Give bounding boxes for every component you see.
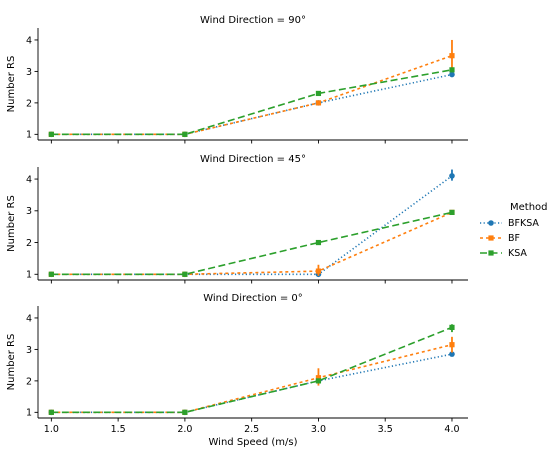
series-bfksa [48,169,455,278]
series-line-bfksa [51,175,453,276]
data-point [315,100,322,106]
data-point [449,53,455,59]
data-point [449,71,455,78]
data-point [48,409,54,415]
series-bfksa [48,351,455,416]
y-tick-label: 1 [26,130,32,141]
x-tick-label: 3.0 [311,424,326,435]
y-tick-label: 2 [26,238,32,249]
series-line-bf [51,343,453,414]
y-tick-label: 1 [26,270,32,281]
data-point [449,351,455,357]
series-ksa [48,209,455,277]
series-bfksa [48,71,455,138]
legend-label: BF [508,233,520,244]
data-point [315,90,322,97]
y-tick-label: 3 [26,67,32,78]
y-axis-label: Number RS [6,56,17,113]
legend-entry-bf: BF [480,233,520,244]
legend-title: Method [510,202,548,213]
data-point [182,131,188,137]
series-ksa [48,67,455,137]
legend-entry-bfksa: BFKSA [480,218,539,229]
x-tick-label: 4.0 [444,424,459,435]
data-point [449,67,455,73]
data-point [182,409,188,415]
data-point [315,239,322,246]
series-line-ksa [51,326,453,414]
legend-marker [488,235,494,241]
series-line-ksa [51,211,453,276]
y-tick-label: 4 [26,174,32,185]
panel-2: Wind Direction = 45° 1 2 3 4 Number RS [6,154,468,284]
panel-3: Wind Direction = 0° 1 2 3 4 1.0 1.5 2.0 2.5 3.0 3.… [6,293,468,448]
series-line-bf [51,54,453,136]
x-tick-label: 2.0 [177,424,192,435]
y-axis-label: Number RS [6,195,17,252]
data-point [449,209,455,215]
y-tick-label: 3 [26,206,32,217]
y-tick-label: 4 [26,35,32,46]
panel-title: Wind Direction = 90° [200,15,306,26]
panel-1: Wind Direction = 90° 1 2 3 4 Number RS [6,15,468,144]
data-point [449,324,455,330]
x-tick-label: 3.5 [378,424,393,435]
data-point [48,271,54,277]
data-point [449,173,455,179]
legend-entry-ksa: KSA [480,248,527,259]
data-point [48,131,54,137]
y-tick-label: 2 [26,376,32,387]
x-tick-label: 2.5 [244,424,259,435]
series-bf [48,39,455,137]
y-tick-label: 3 [26,345,32,356]
panel-title: Wind Direction = 45° [200,154,306,165]
series-bf [48,336,455,415]
series-line-bf [51,211,453,276]
y-tick-label: 4 [26,313,32,324]
panel-title: Wind Direction = 0° [203,293,303,304]
legend-marker [488,220,494,226]
legend-marker [488,250,494,256]
series-line-bfksa [51,353,453,414]
data-point [182,271,188,277]
data-point [315,378,322,384]
data-point [449,342,455,348]
series-line-bfksa [51,73,453,136]
x-tick-label: 1.5 [111,424,126,435]
series-bf [48,209,455,277]
series-line-ksa [51,69,453,136]
legend-label: BFKSA [508,218,539,229]
series-ksa [48,324,455,415]
x-axis-label: Wind Speed (m/s) [209,437,298,448]
legend-label: KSA [508,248,527,259]
y-axis-label: Number RS [6,334,17,391]
y-tick-label: 1 [26,408,32,419]
data-point [315,268,322,274]
y-tick-label: 2 [26,98,32,109]
data-point [315,375,322,381]
x-tick-label: 1.0 [44,424,59,435]
